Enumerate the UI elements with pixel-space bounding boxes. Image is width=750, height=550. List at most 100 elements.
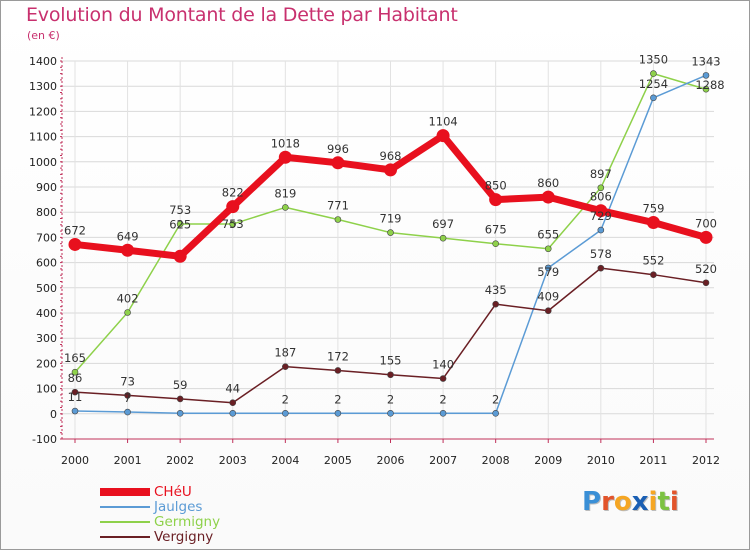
y-tick-label: 1000 [29, 156, 57, 169]
data-point [334, 409, 342, 417]
data-label: 771 [327, 199, 349, 213]
y-tick-label: 700 [36, 231, 57, 244]
y-tick-label: 300 [36, 332, 57, 345]
data-point [439, 409, 447, 417]
data-point [176, 220, 184, 228]
logo-letter: t [657, 487, 670, 517]
data-point [387, 409, 394, 417]
data-label: 11 [68, 390, 83, 404]
data-point [387, 229, 394, 236]
series-layer [68, 70, 713, 417]
data-point [71, 388, 79, 396]
data-label: 165 [64, 351, 86, 365]
data-point [541, 190, 555, 204]
data-label: 86 [68, 371, 83, 385]
x-tick-label: 2005 [324, 454, 352, 467]
line-chart: -100 0 100 200 300 400 500 600 700 800 900 1000 1100… [29, 53, 725, 467]
data-point [650, 271, 657, 278]
legend-label: Vergigny [154, 528, 214, 545]
data-label: 435 [485, 283, 507, 297]
data-point [226, 200, 240, 214]
legend-item: Vergigny [100, 528, 220, 545]
data-point [68, 237, 82, 251]
data-label: 2 [387, 392, 394, 406]
data-label: 520 [695, 262, 717, 276]
series-germigny [71, 70, 710, 376]
x-tick-label: 2007 [429, 454, 457, 467]
data-label: 697 [432, 217, 454, 231]
legend-label: CHéU [154, 483, 192, 500]
data-point [334, 216, 342, 223]
y-tick-label: 800 [36, 206, 57, 219]
data-point [121, 243, 135, 257]
data-point [489, 193, 503, 207]
data-label: 2 [439, 392, 446, 406]
x-tick-label: 2009 [534, 454, 562, 467]
y-tick-label: 100 [36, 383, 57, 396]
series-jaulges [71, 72, 710, 417]
chart-unit: (en €) [27, 29, 60, 42]
data-label: 806 [590, 190, 612, 204]
data-point [439, 234, 447, 242]
data-label: 1018 [271, 136, 300, 150]
data-label: 73 [120, 374, 135, 388]
legend: CHéU Jaulges Germigny Vergigny [100, 483, 221, 545]
y-tick-label: 1300 [29, 80, 57, 93]
logo-letter: o [613, 487, 632, 517]
proxiti-logo: Proxiti [582, 487, 679, 517]
data-label: 2 [334, 392, 341, 406]
data-point [594, 204, 608, 218]
data-point [597, 226, 605, 234]
data-label: 996 [327, 142, 349, 156]
data-point [650, 70, 657, 77]
y-tick-label: 500 [36, 282, 57, 295]
data-point [492, 409, 499, 417]
data-label: 968 [380, 149, 402, 163]
data-point [229, 409, 237, 417]
data-point [646, 216, 660, 230]
data-label: 753 [169, 203, 191, 217]
data-point [544, 245, 552, 253]
data-point [544, 307, 552, 315]
data-label: 552 [642, 254, 664, 268]
data-point [702, 85, 710, 93]
data-point [229, 220, 237, 228]
logo-letter: P [582, 487, 602, 517]
data-point [384, 163, 397, 177]
data-label: 860 [537, 176, 559, 190]
x-tick-label: 2006 [377, 454, 405, 467]
data-label: 1104 [428, 115, 457, 129]
y-tick-label: -100 [32, 433, 57, 446]
legend-swatch [100, 535, 150, 538]
data-point [124, 408, 131, 416]
data-label: 1288 [695, 78, 724, 92]
data-label: 140 [432, 358, 454, 372]
data-label: 729 [590, 209, 612, 223]
data-label: 409 [537, 290, 559, 304]
data-label: 7 [124, 391, 131, 405]
y-tick-label: 0 [50, 408, 57, 421]
logo-letter: i [669, 487, 679, 517]
data-label: 1254 [639, 77, 668, 91]
data-label: 625 [169, 217, 191, 231]
logo-letter: r [601, 487, 614, 517]
y-tick-label: 1100 [29, 131, 57, 144]
data-point [176, 395, 184, 403]
x-tick-label: 2004 [271, 454, 299, 467]
data-point [544, 264, 552, 272]
data-label: 675 [485, 223, 507, 237]
data-point [173, 249, 187, 263]
data-label: 850 [485, 179, 507, 193]
chart-title: Evolution du Montant de la Dette par Hab… [26, 4, 458, 26]
legend-label: Germigny [154, 513, 221, 530]
data-label: 2 [282, 392, 289, 406]
data-label: 172 [327, 349, 349, 363]
data-label: 753 [222, 217, 244, 231]
data-label: 759 [642, 202, 664, 216]
data-point [71, 407, 79, 415]
data-point [702, 279, 710, 287]
legend-swatch [100, 520, 150, 523]
data-label: 719 [380, 212, 402, 226]
